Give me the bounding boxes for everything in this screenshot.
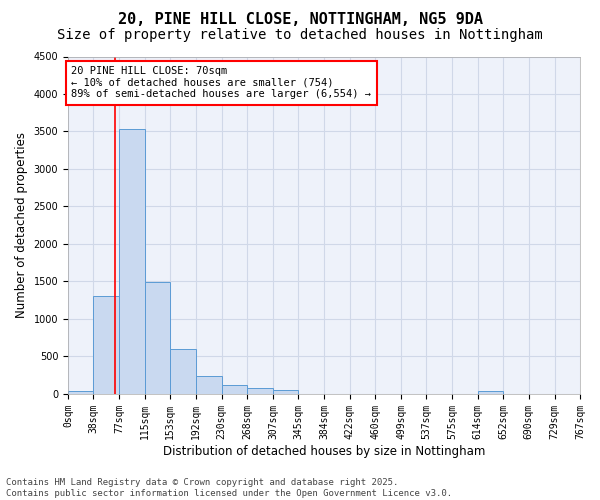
Bar [170, 350, 196, 394]
Bar [94, 296, 119, 394]
Bar [145, 282, 170, 394]
Text: Size of property relative to detached houses in Nottingham: Size of property relative to detached ho… [57, 28, 543, 42]
Bar [221, 385, 247, 394]
Bar [247, 388, 273, 394]
Text: 20, PINE HILL CLOSE, NOTTINGHAM, NG5 9DA: 20, PINE HILL CLOSE, NOTTINGHAM, NG5 9DA [118, 12, 482, 28]
Y-axis label: Number of detached properties: Number of detached properties [15, 132, 28, 318]
Bar [119, 129, 145, 394]
Bar [273, 390, 298, 394]
X-axis label: Distribution of detached houses by size in Nottingham: Distribution of detached houses by size … [163, 444, 485, 458]
Text: Contains HM Land Registry data © Crown copyright and database right 2025.
Contai: Contains HM Land Registry data © Crown c… [6, 478, 452, 498]
Bar [68, 391, 94, 394]
Bar [196, 376, 221, 394]
Bar [478, 391, 503, 394]
Text: 20 PINE HILL CLOSE: 70sqm
← 10% of detached houses are smaller (754)
89% of semi: 20 PINE HILL CLOSE: 70sqm ← 10% of detac… [71, 66, 371, 100]
